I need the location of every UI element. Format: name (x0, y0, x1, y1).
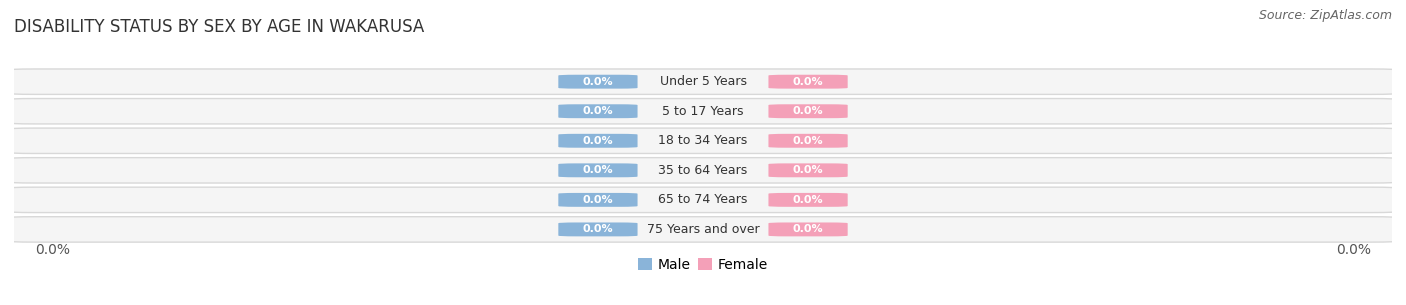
Text: 0.0%: 0.0% (793, 195, 824, 205)
Text: 65 to 74 Years: 65 to 74 Years (658, 193, 748, 206)
FancyBboxPatch shape (7, 217, 1399, 242)
Legend: Male, Female: Male, Female (633, 252, 773, 277)
FancyBboxPatch shape (7, 158, 1399, 183)
Text: 0.0%: 0.0% (793, 165, 824, 175)
Text: 18 to 34 Years: 18 to 34 Years (658, 134, 748, 147)
Text: Under 5 Years: Under 5 Years (659, 75, 747, 88)
Text: 0.0%: 0.0% (35, 243, 70, 257)
Text: 0.0%: 0.0% (1336, 243, 1371, 257)
FancyBboxPatch shape (7, 128, 1399, 153)
FancyBboxPatch shape (558, 75, 637, 89)
Text: 0.0%: 0.0% (582, 195, 613, 205)
Text: 0.0%: 0.0% (582, 165, 613, 175)
Text: 0.0%: 0.0% (793, 77, 824, 87)
Text: 0.0%: 0.0% (582, 106, 613, 116)
FancyBboxPatch shape (7, 187, 1399, 213)
Text: Source: ZipAtlas.com: Source: ZipAtlas.com (1258, 9, 1392, 22)
Text: 0.0%: 0.0% (793, 106, 824, 116)
FancyBboxPatch shape (769, 134, 848, 148)
Text: 0.0%: 0.0% (582, 136, 613, 146)
Text: 5 to 17 Years: 5 to 17 Years (662, 105, 744, 118)
Text: 35 to 64 Years: 35 to 64 Years (658, 164, 748, 177)
Text: 0.0%: 0.0% (582, 224, 613, 235)
Text: 0.0%: 0.0% (793, 224, 824, 235)
FancyBboxPatch shape (7, 99, 1399, 124)
FancyBboxPatch shape (558, 193, 637, 207)
FancyBboxPatch shape (769, 163, 848, 177)
Text: DISABILITY STATUS BY SEX BY AGE IN WAKARUSA: DISABILITY STATUS BY SEX BY AGE IN WAKAR… (14, 18, 425, 36)
FancyBboxPatch shape (769, 222, 848, 236)
FancyBboxPatch shape (7, 69, 1399, 94)
FancyBboxPatch shape (558, 163, 637, 177)
FancyBboxPatch shape (769, 104, 848, 118)
FancyBboxPatch shape (769, 75, 848, 89)
FancyBboxPatch shape (558, 134, 637, 148)
Text: 75 Years and over: 75 Years and over (647, 223, 759, 236)
Text: 0.0%: 0.0% (793, 136, 824, 146)
FancyBboxPatch shape (769, 193, 848, 207)
FancyBboxPatch shape (558, 222, 637, 236)
FancyBboxPatch shape (558, 104, 637, 118)
Text: 0.0%: 0.0% (582, 77, 613, 87)
